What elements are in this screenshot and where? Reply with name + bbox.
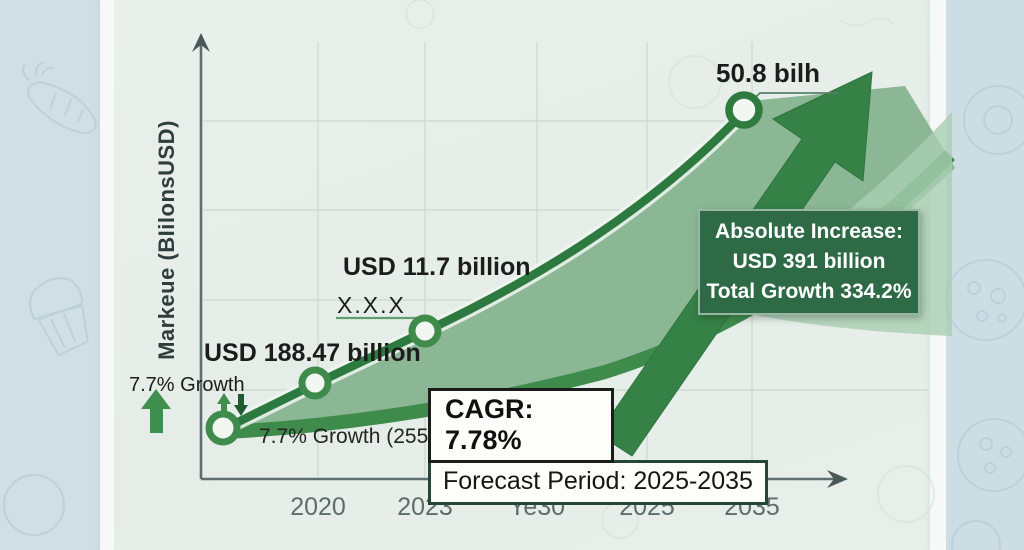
- data-point-marker-peak: [725, 91, 763, 129]
- cagr-forecast-callout: CAGR: 7.78% Forecast Period: 2025-2035: [428, 388, 768, 505]
- trend-line: [219, 107, 749, 434]
- cupcake-doodle: [29, 277, 89, 357]
- absolute-increase-title: Absolute Increase:: [715, 220, 903, 243]
- absolute-increase-callout: Absolute Increase: USD 391 billion Total…: [698, 209, 920, 316]
- start-growth-label: 7.7% Growth (255): [259, 425, 436, 448]
- total-growth-value: Total Growth 334.2%: [706, 279, 912, 303]
- forecast-box: Forecast Period: 2025-2035: [428, 460, 768, 505]
- y-axis-arrowhead-icon: [192, 33, 210, 52]
- right-margin-band: [945, 0, 1024, 550]
- mid-value-label: USD 11.7 billion: [343, 253, 531, 281]
- growth-rate-label-left: 7.7% Growth: [129, 374, 245, 396]
- data-point-marker-2023: [298, 366, 332, 400]
- start-value-label: USD 188.47 billion: [204, 339, 421, 367]
- forecast-text: Forecast Period: 2025-2035: [443, 467, 753, 495]
- tiny-down-arrow-icon: [234, 394, 248, 416]
- carrot-doodle: [22, 61, 97, 135]
- tiny-up-arrow-icon: [217, 393, 231, 416]
- peak-value-label: 50.8 bilh: [716, 58, 821, 88]
- data-point-marker-mid: [408, 314, 442, 348]
- cagr-box: CAGR: 7.78%: [428, 388, 614, 463]
- left-white-strip: [100, 0, 114, 550]
- x-axis-arrowhead-icon: [827, 470, 848, 488]
- cookie-doodle: [957, 418, 1024, 492]
- left-margin-band: [0, 0, 100, 550]
- left-band-doodles: [3, 61, 97, 536]
- x-tick-2020: 2020: [290, 493, 346, 521]
- circle-doodle: [3, 474, 65, 536]
- mid-placeholder-label: X.X.X: [337, 292, 406, 318]
- absolute-increase-value: USD 391 billion: [732, 249, 886, 273]
- growth-up-arrow-icon: [141, 389, 171, 433]
- cagr-text: CAGR: 7.78%: [445, 394, 534, 455]
- data-point-marker-2020: [205, 410, 241, 446]
- y-axis-label: Markeue (BIilonsUSD): [154, 120, 179, 360]
